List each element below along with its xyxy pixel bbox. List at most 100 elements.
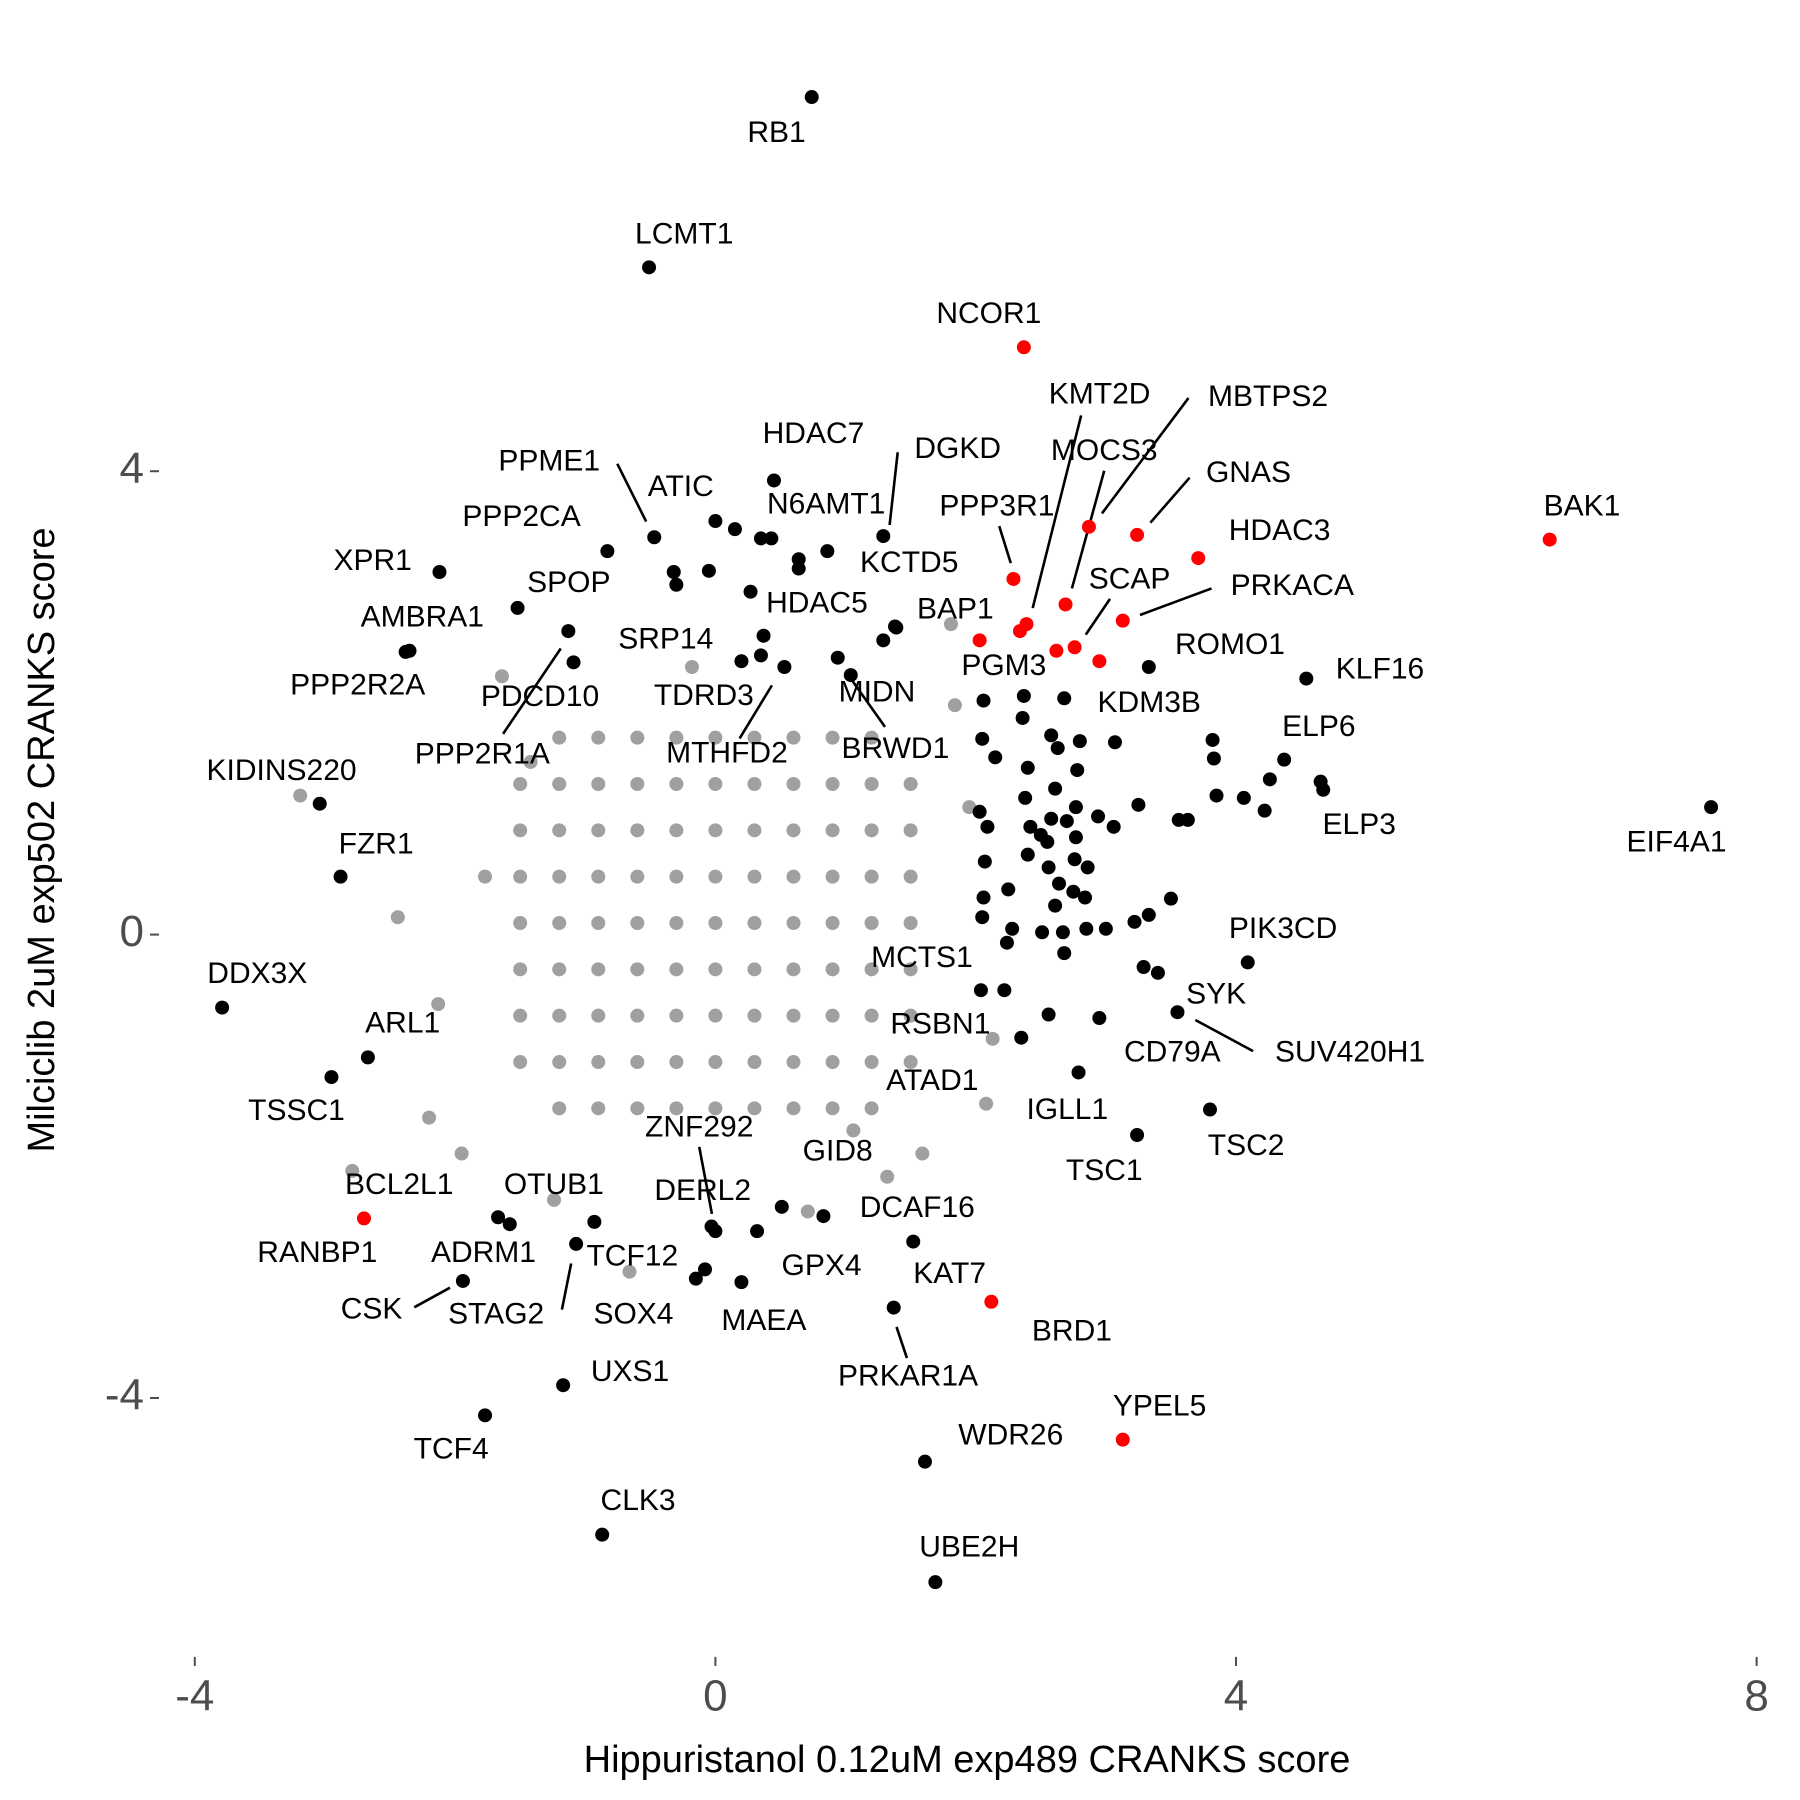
point bbox=[903, 916, 918, 931]
point bbox=[591, 823, 606, 838]
point-label: PIK3CD bbox=[1229, 912, 1337, 945]
point bbox=[977, 854, 992, 869]
point bbox=[1040, 834, 1055, 849]
point bbox=[431, 997, 446, 1012]
point bbox=[669, 776, 684, 791]
point-label: PRKACA bbox=[1231, 569, 1354, 602]
point-label: SPOP bbox=[527, 566, 610, 599]
point-label: PPP2CA bbox=[462, 500, 580, 533]
point bbox=[786, 1101, 801, 1116]
point-label: PPME1 bbox=[498, 445, 600, 478]
leader-line bbox=[1031, 415, 1083, 609]
point bbox=[1066, 884, 1081, 899]
point bbox=[708, 1008, 723, 1023]
point-label: HDAC3 bbox=[1229, 514, 1331, 547]
point bbox=[753, 531, 768, 546]
point bbox=[513, 776, 528, 791]
point bbox=[985, 1031, 1000, 1046]
point bbox=[876, 633, 891, 648]
point bbox=[864, 823, 879, 838]
point bbox=[825, 776, 840, 791]
point bbox=[1018, 790, 1033, 805]
point bbox=[1057, 946, 1072, 961]
point-label: KLF16 bbox=[1336, 652, 1424, 685]
point-label: KMT2D bbox=[1049, 378, 1151, 411]
point bbox=[1150, 965, 1165, 980]
point-label: BRD1 bbox=[1032, 1315, 1112, 1348]
point bbox=[1136, 960, 1151, 975]
point bbox=[1115, 1432, 1130, 1447]
point bbox=[1240, 955, 1255, 970]
point bbox=[708, 1101, 723, 1116]
point bbox=[1127, 914, 1142, 929]
point bbox=[591, 1008, 606, 1023]
point-label: ADRM1 bbox=[431, 1236, 536, 1269]
point-label: YPEL5 bbox=[1113, 1390, 1206, 1423]
point-label: RB1 bbox=[747, 116, 805, 149]
point-label: LCMT1 bbox=[635, 217, 733, 250]
point bbox=[502, 1217, 517, 1232]
point bbox=[591, 869, 606, 884]
point bbox=[513, 916, 528, 931]
point-label: KIDINS220 bbox=[206, 754, 356, 787]
point bbox=[864, 1008, 879, 1023]
point-label: ELP3 bbox=[1323, 808, 1396, 841]
point-label: CD79A bbox=[1124, 1035, 1221, 1068]
point bbox=[1035, 925, 1050, 940]
leader-line bbox=[1149, 476, 1191, 524]
point bbox=[1068, 800, 1083, 815]
point bbox=[804, 90, 819, 105]
point bbox=[786, 823, 801, 838]
point bbox=[791, 561, 806, 576]
point bbox=[786, 1055, 801, 1070]
point-label: CLK3 bbox=[601, 1484, 676, 1517]
point bbox=[587, 1214, 602, 1229]
point-label: ARL1 bbox=[365, 1007, 440, 1040]
point bbox=[622, 1264, 637, 1279]
point bbox=[684, 659, 699, 674]
point bbox=[1068, 830, 1083, 845]
point-label: TSSC1 bbox=[248, 1094, 345, 1127]
point bbox=[999, 935, 1014, 950]
point bbox=[333, 869, 348, 884]
point bbox=[747, 1055, 762, 1070]
point-label: SCAP bbox=[1089, 562, 1171, 595]
point bbox=[552, 869, 567, 884]
point bbox=[1236, 790, 1251, 805]
point bbox=[494, 669, 509, 684]
point bbox=[669, 1055, 684, 1070]
point bbox=[1141, 907, 1156, 922]
point-label: UXS1 bbox=[591, 1355, 669, 1388]
point bbox=[843, 668, 858, 683]
point bbox=[1277, 752, 1292, 767]
point bbox=[1130, 1127, 1145, 1142]
point bbox=[697, 1262, 712, 1277]
y-axis-title: Milciclib 2uM exp502 CRANKS score bbox=[21, 527, 63, 1152]
point bbox=[669, 730, 684, 745]
point bbox=[630, 1008, 645, 1023]
point bbox=[566, 655, 581, 670]
point bbox=[1016, 688, 1031, 703]
point bbox=[630, 1055, 645, 1070]
point bbox=[591, 962, 606, 977]
point-label: PPP3R1 bbox=[939, 490, 1054, 523]
point-label: WDR26 bbox=[958, 1418, 1063, 1451]
point bbox=[591, 916, 606, 931]
point bbox=[1006, 571, 1021, 586]
point bbox=[864, 730, 879, 745]
point bbox=[886, 1300, 901, 1315]
point bbox=[552, 916, 567, 931]
point-label: NCOR1 bbox=[936, 297, 1041, 330]
point bbox=[491, 1210, 506, 1225]
point bbox=[753, 648, 768, 663]
x-tick-label: 0 bbox=[703, 1672, 727, 1721]
point bbox=[825, 962, 840, 977]
point-label: KAT7 bbox=[913, 1257, 986, 1290]
point bbox=[591, 1055, 606, 1070]
point bbox=[642, 260, 657, 275]
point bbox=[1041, 860, 1056, 875]
point bbox=[1059, 814, 1074, 829]
point bbox=[766, 473, 781, 488]
leader-line bbox=[895, 1326, 909, 1359]
